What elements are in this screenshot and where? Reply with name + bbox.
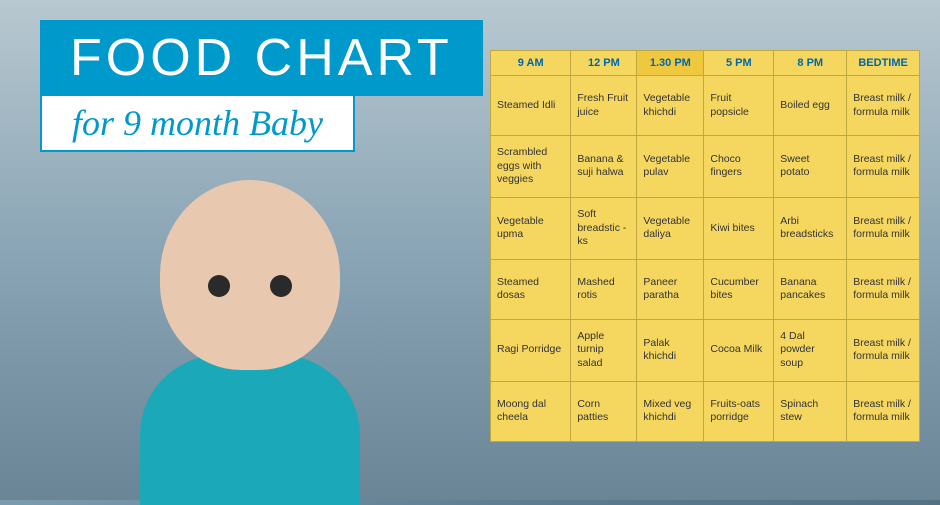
cell: Ragi Porridge — [491, 319, 571, 381]
cell: Vegetable khichdi — [637, 76, 704, 136]
cell: Apple turnip salad — [571, 319, 637, 381]
cell: Breast milk / formula milk — [847, 136, 920, 198]
cell: Boiled egg — [774, 76, 847, 136]
food-chart-table: 9 AM 12 PM 1.30 PM 5 PM 8 PM BEDTIME Ste… — [490, 50, 920, 442]
col-header: 8 PM — [774, 51, 847, 76]
cell: Mixed veg khichdi — [637, 381, 704, 441]
table-row: Steamed Idli Fresh Fruit juice Vegetable… — [491, 76, 920, 136]
cell: Soft breadstic -ks — [571, 197, 637, 259]
cell: Kiwi bites — [704, 197, 774, 259]
cell: Breast milk / formula milk — [847, 319, 920, 381]
cell: Scrambled eggs with veggies — [491, 136, 571, 198]
cell: Choco fingers — [704, 136, 774, 198]
col-header: BEDTIME — [847, 51, 920, 76]
cell: Banana pancakes — [774, 259, 847, 319]
cell: Arbi breadsticks — [774, 197, 847, 259]
cell: Steamed Idli — [491, 76, 571, 136]
cell: Paneer paratha — [637, 259, 704, 319]
cell: Vegetable upma — [491, 197, 571, 259]
cell: 4 Dal powder soup — [774, 319, 847, 381]
cell: Fruit popsicle — [704, 76, 774, 136]
cell: Breast milk / formula milk — [847, 381, 920, 441]
cell: Cocoa Milk — [704, 319, 774, 381]
table-row: Ragi Porridge Apple turnip salad Palak k… — [491, 319, 920, 381]
cell: Moong dal cheela — [491, 381, 571, 441]
title-sub: for 9 month Baby — [40, 96, 355, 152]
cell: Palak khichdi — [637, 319, 704, 381]
cell: Breast milk / formula milk — [847, 76, 920, 136]
table-header-row: 9 AM 12 PM 1.30 PM 5 PM 8 PM BEDTIME — [491, 51, 920, 76]
col-header: 9 AM — [491, 51, 571, 76]
cell: Steamed dosas — [491, 259, 571, 319]
cell: Spinach stew — [774, 381, 847, 441]
col-header: 12 PM — [571, 51, 637, 76]
title-main: FOOD CHART — [40, 20, 483, 96]
cell: Vegetable pulav — [637, 136, 704, 198]
table-row: Steamed dosas Mashed rotis Paneer parath… — [491, 259, 920, 319]
cell: Banana & suji halwa — [571, 136, 637, 198]
table-body: Steamed Idli Fresh Fruit juice Vegetable… — [491, 76, 920, 442]
cell: Breast milk / formula milk — [847, 197, 920, 259]
col-header: 1.30 PM — [637, 51, 704, 76]
title-block: FOOD CHART for 9 month Baby — [40, 20, 483, 152]
table-row: Scrambled eggs with veggies Banana & suj… — [491, 136, 920, 198]
cell: Fresh Fruit juice — [571, 76, 637, 136]
cell: Vegetable daliya — [637, 197, 704, 259]
col-header: 5 PM — [704, 51, 774, 76]
cell: Breast milk / formula milk — [847, 259, 920, 319]
cell: Cucumber bites — [704, 259, 774, 319]
table-row: Moong dal cheela Corn patties Mixed veg … — [491, 381, 920, 441]
cell: Sweet potato — [774, 136, 847, 198]
baby-illustration — [100, 180, 400, 500]
table-row: Vegetable upma Soft breadstic -ks Vegeta… — [491, 197, 920, 259]
cell: Fruits-oats porridge — [704, 381, 774, 441]
cell: Mashed rotis — [571, 259, 637, 319]
cell: Corn patties — [571, 381, 637, 441]
